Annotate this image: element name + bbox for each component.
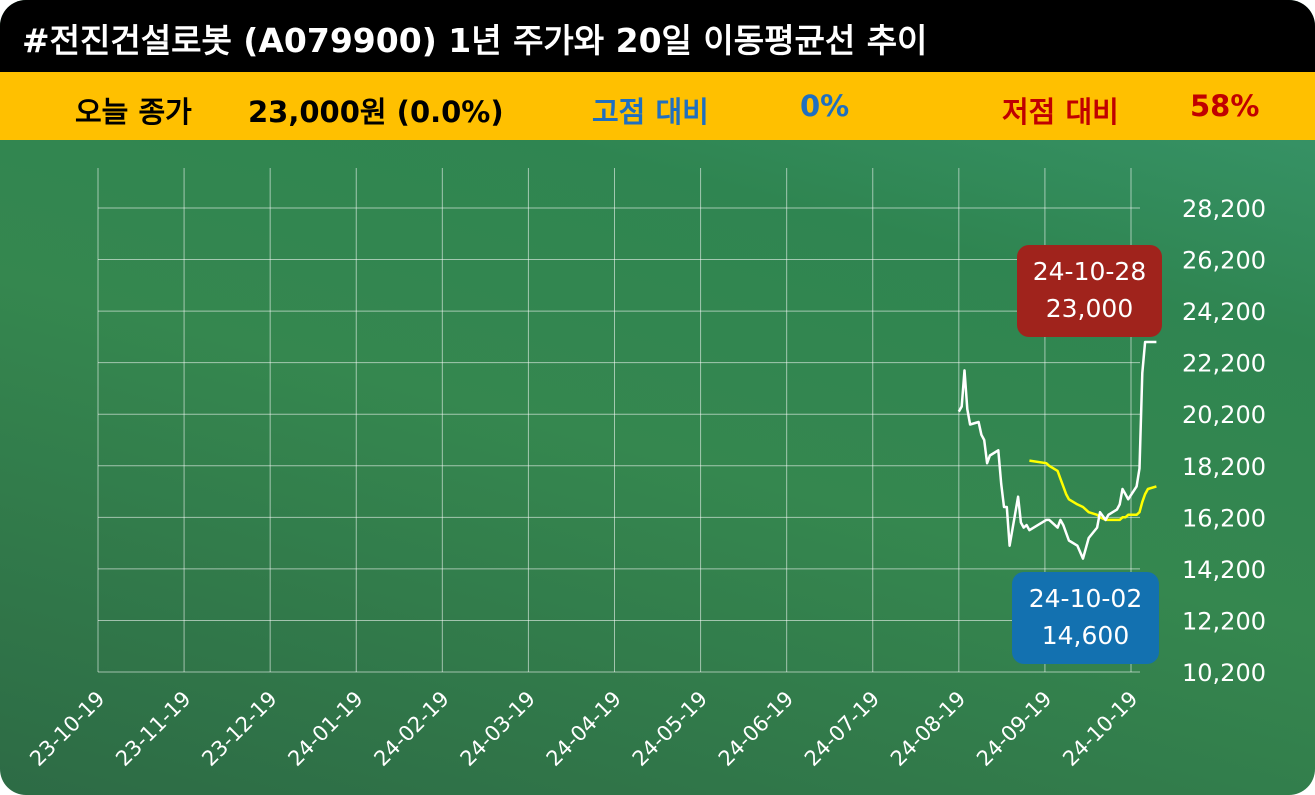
high-annotation: 24-10-28 23,000 bbox=[1017, 245, 1162, 337]
annotation-box bbox=[1017, 245, 1162, 337]
x-tick-label: 24-09-19 bbox=[972, 687, 1056, 771]
close-value: 23,000원 (0.0%) bbox=[248, 95, 504, 129]
y-tick-label: 18,200 bbox=[1182, 453, 1266, 481]
x-tick-label: 23-12-19 bbox=[197, 687, 281, 771]
high-compare-value: 0% bbox=[800, 89, 850, 123]
x-tick-label: 24-03-19 bbox=[456, 687, 540, 771]
grid-lines bbox=[97, 168, 1140, 673]
x-tick-label: 24-02-19 bbox=[369, 687, 453, 771]
low-compare-value: 58% bbox=[1190, 89, 1260, 123]
y-tick-label: 12,200 bbox=[1182, 607, 1266, 635]
x-tick-label: 23-11-19 bbox=[111, 687, 195, 771]
y-tick-label: 24,200 bbox=[1182, 298, 1266, 326]
x-axis-ticks: 23-10-19 23-11-19 23-12-19 24-01-19 24-02-19… bbox=[25, 687, 1142, 771]
title-bar: #전진건설로봇 (A079900) 1년 주가와 20일 이동평균선 추이 bbox=[0, 0, 1315, 72]
ma20-line bbox=[1029, 459, 1157, 522]
y-tick-label: 28,200 bbox=[1182, 195, 1266, 223]
stats-bar: 오늘 종가 23,000원 (0.0%) 고점 대비 0% 저점 대비 58% bbox=[0, 72, 1315, 140]
x-tick-label: 24-06-19 bbox=[714, 687, 798, 771]
y-tick-label: 14,200 bbox=[1182, 556, 1266, 584]
y-tick-label: 20,200 bbox=[1182, 401, 1266, 429]
x-tick-label: 23-10-19 bbox=[25, 687, 109, 771]
high-compare-label: 고점 대비 bbox=[592, 95, 709, 129]
close-label: 오늘 종가 bbox=[75, 95, 192, 129]
annotation-date: 24-10-28 bbox=[1033, 257, 1146, 286]
y-axis-ticks: 10,200 12,200 14,200 16,200 18,200 20,200 22,2… bbox=[1182, 195, 1266, 687]
x-tick-label: 24-04-19 bbox=[542, 687, 626, 771]
y-tick-label: 26,200 bbox=[1182, 247, 1266, 275]
price-line bbox=[957, 340, 1157, 560]
x-tick-label: 24-05-19 bbox=[628, 687, 712, 771]
x-tick-label: 24-10-19 bbox=[1058, 687, 1142, 771]
annotation-value: 23,000 bbox=[1046, 294, 1133, 323]
annotation-date: 24-10-02 bbox=[1029, 584, 1142, 613]
y-tick-label: 10,200 bbox=[1182, 659, 1266, 687]
chart-title: #전진건설로봇 (A079900) 1년 주가와 20일 이동평균선 추이 bbox=[22, 21, 928, 60]
low-annotation: 24-10-02 14,600 bbox=[1012, 572, 1159, 664]
annotation-value: 14,600 bbox=[1042, 621, 1129, 650]
annotations: 24-10-28 23,000 24-10-02 14,600 bbox=[1012, 245, 1162, 664]
x-tick-label: 24-01-19 bbox=[283, 687, 367, 771]
annotation-box bbox=[1012, 572, 1159, 664]
x-tick-label: 24-08-19 bbox=[886, 687, 970, 771]
y-tick-label: 22,200 bbox=[1182, 350, 1266, 378]
y-tick-label: 16,200 bbox=[1182, 504, 1266, 532]
low-compare-label: 저점 대비 bbox=[1002, 95, 1119, 129]
x-tick-label: 24-07-19 bbox=[800, 687, 884, 771]
